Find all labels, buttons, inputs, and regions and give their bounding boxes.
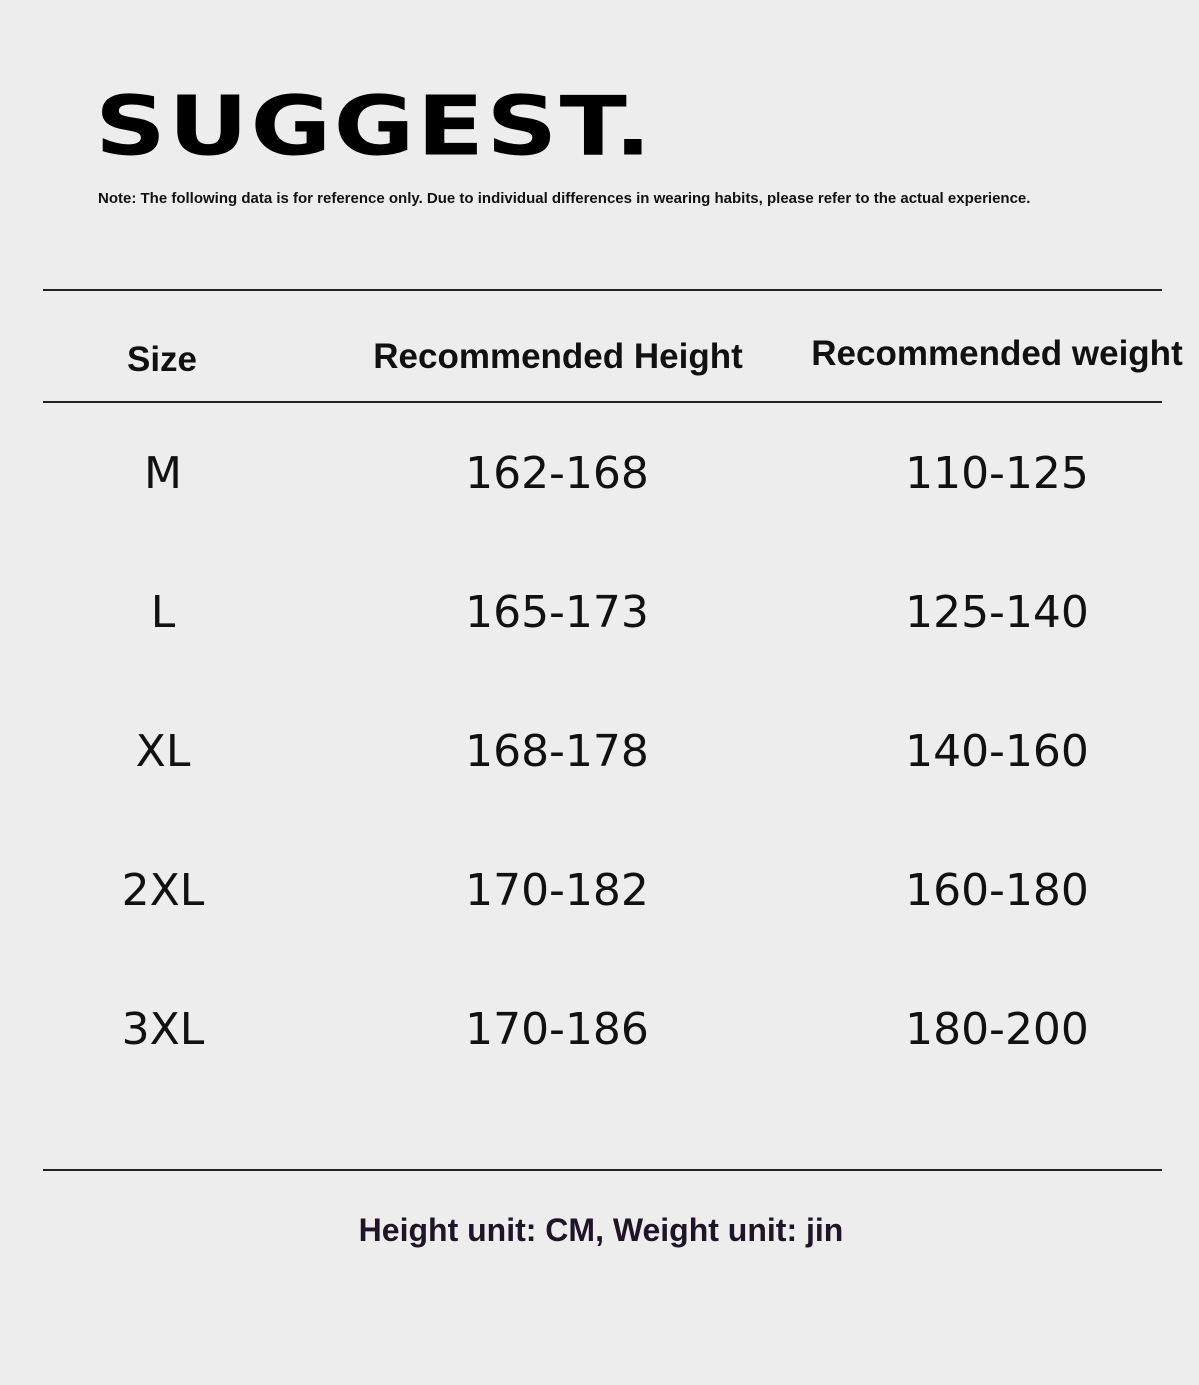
cell-size: 3XL — [121, 1004, 205, 1055]
cell-weight: 110-125 — [905, 448, 1089, 499]
cell-height: 170-186 — [465, 1004, 649, 1055]
page-title: SUGGEST. — [95, 78, 654, 174]
units-footer: Height unit: CM, Weight unit: jin — [358, 1212, 844, 1248]
header-bottom-rule — [43, 401, 1162, 403]
cell-size: 2XL — [121, 865, 205, 916]
cell-weight: 160-180 — [905, 865, 1089, 916]
cell-size: M — [144, 448, 182, 499]
disclaimer-note: Note: The following data is for referenc… — [98, 190, 1031, 207]
cell-weight: 125-140 — [905, 587, 1089, 638]
table-bottom-rule — [43, 1169, 1162, 1171]
cell-height: 170-182 — [465, 865, 649, 916]
cell-height: 168-178 — [465, 726, 649, 777]
table-top-rule — [43, 289, 1162, 291]
header-height: Recommended Height — [373, 337, 743, 376]
cell-weight: 180-200 — [905, 1004, 1089, 1055]
header-size: Size — [126, 340, 198, 379]
header-weight: Recommended weight — [811, 334, 1183, 373]
cell-height: 165-173 — [465, 587, 649, 638]
cell-size: XL — [135, 726, 191, 777]
cell-height: 162-168 — [465, 448, 649, 499]
cell-size: L — [150, 587, 176, 638]
cell-weight: 140-160 — [905, 726, 1089, 777]
